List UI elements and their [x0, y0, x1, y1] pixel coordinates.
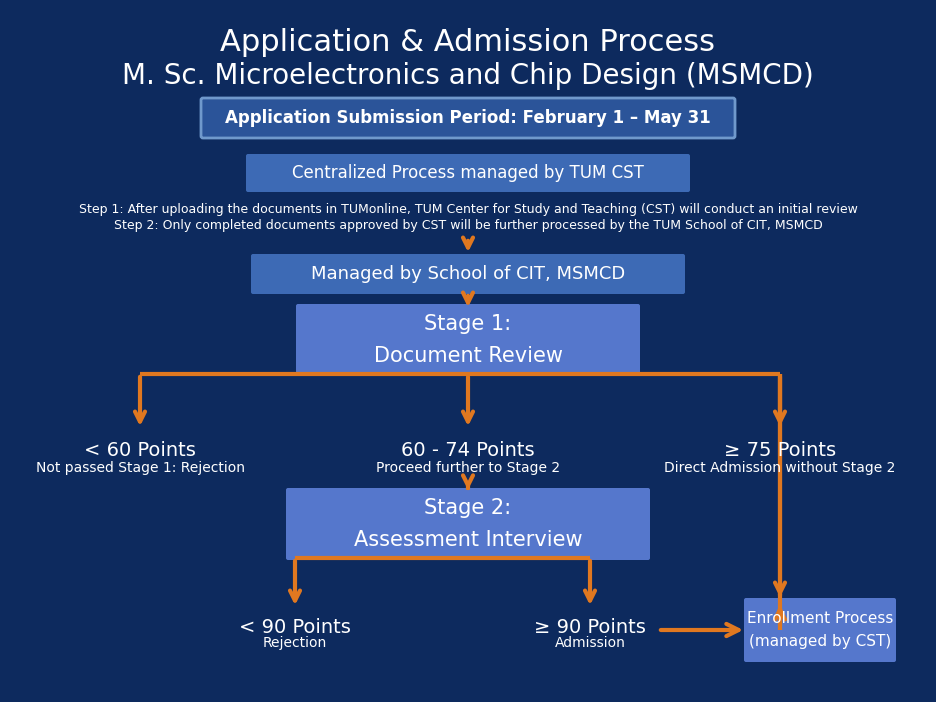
FancyBboxPatch shape: [296, 304, 640, 376]
Text: Direct Admission without Stage 2: Direct Admission without Stage 2: [665, 461, 896, 475]
Text: Not passed Stage 1: Rejection: Not passed Stage 1: Rejection: [36, 461, 244, 475]
Text: Managed by School of CIT, MSMCD: Managed by School of CIT, MSMCD: [311, 265, 625, 283]
Text: M. Sc. Microelectronics and Chip Design (MSMCD): M. Sc. Microelectronics and Chip Design …: [122, 62, 814, 90]
FancyBboxPatch shape: [744, 598, 896, 662]
Text: Rejection: Rejection: [263, 636, 327, 650]
Text: ≥ 90 Points: ≥ 90 Points: [534, 618, 646, 637]
Text: < 60 Points: < 60 Points: [84, 441, 196, 460]
Text: Application Submission Period: February 1 – May 31: Application Submission Period: February …: [226, 109, 710, 127]
Text: Stage 2:
Assessment Interview: Stage 2: Assessment Interview: [354, 498, 582, 550]
Text: < 90 Points: < 90 Points: [239, 618, 351, 637]
FancyBboxPatch shape: [246, 154, 690, 192]
FancyBboxPatch shape: [286, 488, 650, 560]
Text: Step 2: Only completed documents approved by CST will be further processed by th: Step 2: Only completed documents approve…: [113, 219, 823, 232]
Text: Stage 1:
Document Review: Stage 1: Document Review: [373, 314, 563, 366]
Text: 60 - 74 Points: 60 - 74 Points: [402, 441, 534, 460]
Text: ≥ 75 Points: ≥ 75 Points: [724, 441, 836, 460]
FancyBboxPatch shape: [251, 254, 685, 294]
Text: Admission: Admission: [554, 636, 625, 650]
FancyBboxPatch shape: [201, 98, 735, 138]
Text: Step 1: After uploading the documents in TUMonline, TUM Center for Study and Tea: Step 1: After uploading the documents in…: [79, 203, 857, 216]
Text: Application & Admission Process: Application & Admission Process: [221, 28, 715, 57]
Text: Proceed further to Stage 2: Proceed further to Stage 2: [376, 461, 560, 475]
Text: Enrollment Process
(managed by CST): Enrollment Process (managed by CST): [747, 611, 893, 649]
Text: Centralized Process managed by TUM CST: Centralized Process managed by TUM CST: [292, 164, 644, 182]
